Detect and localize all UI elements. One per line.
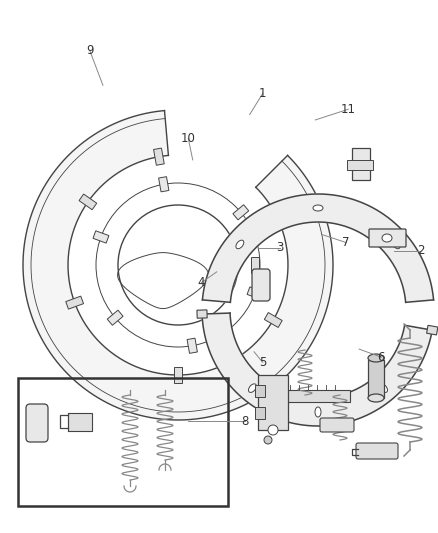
Ellipse shape xyxy=(382,234,392,242)
FancyBboxPatch shape xyxy=(356,443,398,459)
Bar xyxy=(285,390,350,402)
FancyBboxPatch shape xyxy=(369,229,406,247)
Bar xyxy=(233,205,249,220)
Bar xyxy=(352,148,370,180)
Bar xyxy=(347,160,373,170)
Bar xyxy=(79,194,97,210)
Bar xyxy=(255,385,265,397)
Bar xyxy=(18,378,228,506)
Circle shape xyxy=(264,436,272,444)
Bar xyxy=(107,310,123,325)
Bar xyxy=(66,296,84,309)
Bar xyxy=(187,338,198,353)
Ellipse shape xyxy=(368,354,384,362)
Text: 8: 8 xyxy=(242,415,249,427)
Circle shape xyxy=(268,425,278,435)
Ellipse shape xyxy=(392,240,400,249)
Polygon shape xyxy=(23,110,333,420)
Bar xyxy=(427,325,438,335)
Text: 5: 5 xyxy=(259,356,266,369)
Bar xyxy=(174,367,182,383)
Text: 2: 2 xyxy=(417,244,424,257)
Bar xyxy=(247,287,263,299)
Text: 9: 9 xyxy=(86,44,94,57)
Bar xyxy=(255,407,265,419)
Text: 11: 11 xyxy=(341,103,356,116)
Ellipse shape xyxy=(313,205,323,211)
Polygon shape xyxy=(202,313,432,426)
Bar xyxy=(68,413,92,431)
Bar xyxy=(251,257,259,273)
Bar xyxy=(93,231,109,243)
Text: 4: 4 xyxy=(198,276,205,289)
Text: 1: 1 xyxy=(259,87,267,100)
Text: 10: 10 xyxy=(181,132,196,145)
Text: 7: 7 xyxy=(342,236,350,249)
FancyBboxPatch shape xyxy=(252,269,270,301)
Text: 3: 3 xyxy=(277,241,284,254)
Ellipse shape xyxy=(248,384,256,392)
Text: 6: 6 xyxy=(377,351,385,364)
Polygon shape xyxy=(202,194,434,302)
Ellipse shape xyxy=(380,384,388,392)
Bar xyxy=(159,176,169,192)
Bar xyxy=(265,312,282,327)
Bar xyxy=(368,360,384,398)
FancyBboxPatch shape xyxy=(320,418,354,432)
Ellipse shape xyxy=(236,240,244,249)
Ellipse shape xyxy=(368,394,384,402)
Bar xyxy=(258,375,288,430)
Ellipse shape xyxy=(315,407,321,417)
FancyBboxPatch shape xyxy=(26,404,48,442)
Bar xyxy=(197,310,207,318)
Bar xyxy=(154,148,164,165)
